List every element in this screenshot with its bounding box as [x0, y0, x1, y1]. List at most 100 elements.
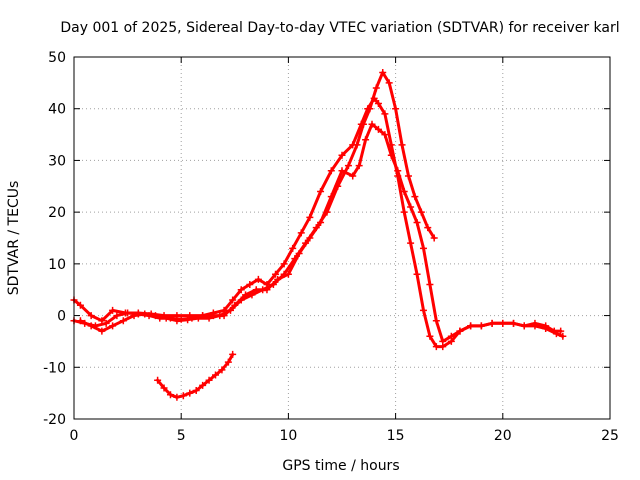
data-point: [312, 224, 320, 232]
data-point: [246, 281, 254, 289]
data-point: [87, 312, 95, 320]
plot-frame: [73, 56, 611, 420]
data-point: [413, 270, 421, 278]
data-point: [404, 172, 412, 180]
x-tick-label: 25: [601, 428, 619, 444]
data-point: [254, 275, 262, 283]
data-point: [289, 244, 297, 252]
x-axis-label: GPS time / hours: [282, 458, 399, 474]
data-point: [467, 322, 475, 330]
data-point: [87, 322, 95, 330]
data-point: [392, 105, 400, 113]
data-point: [317, 187, 325, 195]
data-point: [381, 131, 389, 139]
data-point: [130, 312, 138, 320]
data-point: [218, 366, 226, 374]
data-point: [359, 120, 367, 128]
data-point: [419, 306, 427, 314]
data-point: [199, 381, 207, 389]
data-point: [98, 327, 106, 335]
data-point: [323, 208, 331, 216]
data-point: [456, 327, 464, 335]
axes: 0 5 10 15 20 25 -20 -10 0 10 20 30 40 50: [43, 50, 619, 444]
data-point: [531, 322, 539, 330]
data-point: [76, 317, 84, 325]
data-point: [327, 167, 335, 175]
data-point: [355, 162, 363, 170]
data-point: [559, 332, 567, 340]
data-point: [334, 182, 342, 190]
data-point: [259, 286, 267, 294]
data-point: [109, 306, 117, 314]
data-point: [430, 234, 438, 242]
data-point: [212, 371, 220, 379]
data-point: [162, 314, 170, 322]
x-tick-label: 20: [494, 428, 512, 444]
data-point: [141, 310, 149, 318]
y-tick-label: -20: [43, 412, 66, 428]
data-series: [70, 69, 567, 401]
data-point: [426, 332, 434, 340]
data-point: [413, 218, 421, 226]
data-point: [280, 270, 288, 278]
y-tick-label: 50: [48, 50, 66, 66]
data-point: [291, 255, 299, 263]
data-point: [400, 187, 408, 195]
y-tick-label: 10: [48, 257, 66, 273]
data-point: [411, 193, 419, 201]
data-point: [179, 392, 187, 400]
data-point: [102, 319, 110, 327]
x-tick-label: 15: [387, 428, 405, 444]
data-point: [372, 84, 380, 92]
data-point: [432, 343, 440, 351]
data-point: [488, 319, 496, 327]
data-point: [353, 141, 361, 149]
y-tick-label: 30: [48, 153, 66, 169]
data-point: [385, 79, 393, 87]
data-point: [368, 120, 376, 128]
y-tick-label: 0: [57, 309, 66, 325]
data-point: [272, 270, 280, 278]
data-point: [151, 312, 159, 320]
data-point: [194, 314, 202, 322]
data-point: [432, 317, 440, 325]
data-point: [542, 325, 550, 332]
data-point: [113, 312, 121, 320]
data-point: [520, 322, 528, 330]
data-point: [379, 69, 387, 77]
data-point: [387, 151, 395, 159]
data-point: [280, 260, 288, 268]
data-point: [419, 244, 427, 252]
data-point: [297, 229, 305, 237]
data-point: [374, 100, 382, 108]
data-point: [400, 208, 408, 216]
data-point: [338, 151, 346, 159]
y-tick-label: 20: [48, 205, 66, 221]
x-tick-label: 0: [70, 428, 79, 444]
data-point: [237, 286, 245, 294]
data-point: [224, 358, 232, 366]
data-point: [229, 350, 237, 358]
data-point: [227, 306, 235, 314]
series-line: [78, 71, 436, 333]
data-point: [205, 314, 213, 322]
y-axis-label: SDTVAR / TECUs: [6, 181, 22, 296]
data-point: [552, 330, 560, 338]
data-point: [205, 376, 213, 384]
data-point: [407, 203, 415, 211]
y-tick-label: 40: [48, 102, 66, 118]
data-point: [184, 316, 192, 324]
data-point: [557, 327, 565, 335]
data-point: [216, 312, 224, 320]
data-point: [407, 239, 415, 247]
data-point: [269, 281, 277, 289]
data-point: [439, 337, 447, 345]
data-point: [166, 391, 174, 399]
grid-lines: [74, 57, 610, 419]
data-point: [499, 319, 507, 327]
y-tick-label: -10: [43, 360, 66, 376]
x-tick-label: 5: [177, 428, 186, 444]
data-point: [344, 162, 352, 170]
data-point: [248, 291, 256, 299]
